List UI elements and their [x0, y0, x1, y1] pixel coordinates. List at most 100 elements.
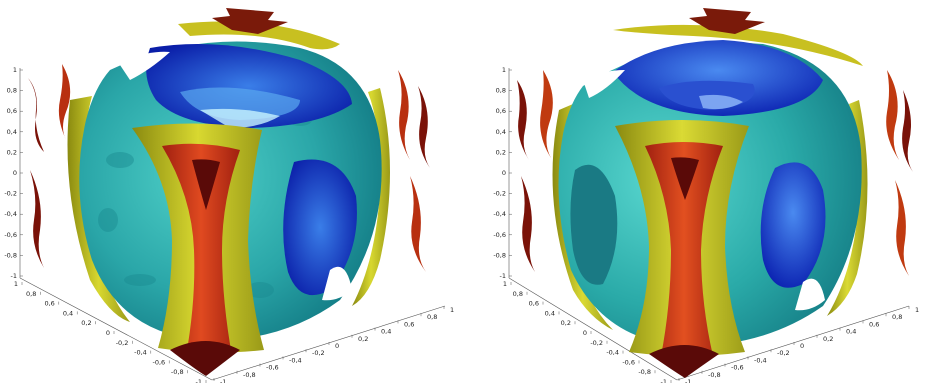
z_ticks-tick-label: -0,2 — [4, 190, 17, 198]
right-x-axis — [508, 277, 678, 381]
left-top-yellow-ring — [178, 21, 340, 50]
y_ticks-tick-label: -0,6 — [266, 364, 279, 372]
z_ticks-tick-label: -0,6 — [4, 231, 17, 239]
left-outer-ribbon-4 — [398, 70, 410, 160]
z_ticks-tick-label: -0,6 — [493, 231, 506, 239]
right-front-dark-notch-bottom — [649, 345, 719, 378]
x_ticks-tick-label: -0,4 — [134, 349, 147, 357]
x_ticks-tick-label: 0,8 — [26, 290, 36, 298]
x_ticks-tick-label: 0,4 — [545, 309, 555, 317]
x_ticks-tick-label: 0 — [583, 329, 587, 337]
x_ticks-tick-label: -0,8 — [171, 368, 184, 376]
left-plot-panel: 1 0,8 0,6 0,4 0,2 0 -0,2 -0,4 -0,6 -0,8 -1 1 0,8 0,6… — [0, 0, 463, 383]
y_ticks-tick-label: -0,2 — [777, 349, 790, 357]
x_ticks-tick-label: -0,2 — [590, 339, 603, 347]
z_ticks-tick-label: 1 — [13, 66, 17, 74]
right-top-red-tab — [689, 8, 765, 34]
y_ticks-tick-label: 0 — [335, 342, 339, 350]
left-outer-ribbon-3 — [30, 170, 44, 268]
x_ticks-tick-label: -1 — [661, 378, 667, 383]
right-outer-ribbon-1 — [517, 80, 529, 160]
left-gap-1 — [118, 51, 170, 80]
left-top-red-tab — [212, 8, 288, 34]
x_ticks-tick-label: -0,2 — [116, 339, 129, 347]
z_ticks-tick-label: 0 — [502, 169, 506, 177]
left-top-glare — [200, 108, 280, 128]
x_ticks-tick-label: 0,6 — [44, 300, 54, 308]
z_ticks-tick-label: 0,6 — [496, 107, 506, 115]
left-yellow-side-2 — [352, 88, 390, 306]
right-outer-ribbon-2 — [540, 70, 553, 158]
y_ticks-tick-label: -0,6 — [731, 364, 744, 372]
left-x-ticks: 1 0,8 0,6 0,4 0,2 0 -0,2 -0,4 -0,6 -0,8 -1 — [14, 280, 207, 383]
z_ticks-tick-label: 1 — [502, 66, 506, 74]
right-outer-ribbon-5 — [902, 90, 913, 172]
left-right-blue-hole — [283, 159, 357, 296]
left-front-dark-notch-bottom — [170, 341, 240, 376]
left-outer-ribbon-2 — [58, 64, 71, 140]
y_ticks-tick-label: -0,8 — [243, 371, 256, 379]
left-front-dark-notch-top — [192, 159, 220, 210]
x_ticks-tick-label: -0,8 — [638, 368, 651, 376]
x_ticks-tick-label: 1 — [14, 280, 18, 288]
y_ticks-tick-label: -1 — [685, 378, 691, 383]
x_ticks-tick-label: 0,4 — [63, 309, 73, 317]
y_ticks-tick-label: 0 — [800, 342, 804, 350]
x_ticks-tick-label: 0,6 — [529, 300, 539, 308]
z_ticks-tick-label: -0,2 — [493, 190, 506, 198]
z_ticks-tick-label: 0 — [13, 169, 17, 177]
right-top-glare — [699, 94, 743, 110]
x_ticks-tick-label: -0,4 — [606, 349, 619, 357]
left-outer-ribbon-1 — [28, 78, 44, 152]
y_ticks-tick-label: 1 — [450, 306, 454, 314]
right-outer-ribbon-6 — [895, 180, 909, 276]
right-top-yellow-ring — [613, 24, 863, 66]
x_ticks-tick-label: 0,2 — [81, 319, 91, 327]
z_ticks-tick-label: 0,4 — [7, 128, 17, 136]
right-x-ticks: 1 0,8 0,6 0,4 0,2 0-0,2-0,4-0,6-0,8 -1 — [503, 280, 672, 383]
y_ticks-tick-label: 0,4 — [846, 328, 856, 336]
y_ticks-tick-label: -1 — [220, 378, 226, 383]
x_ticks-tick-label: 1 — [503, 280, 507, 288]
right-y-axis — [676, 305, 910, 381]
z_ticks-tick-label: 0,8 — [496, 87, 506, 95]
left-y-axis — [211, 305, 446, 381]
right-z-ticks: 1 0,8 0,6 0,4 0,2 0 -0,2 -0,4 -0,6 -0,8 -1 — [493, 66, 512, 280]
left-outer-ribbon-5 — [418, 86, 430, 168]
left-z-ticks: 1 0,8 0,6 0,4 0,2 0 -0,2 -0,4 -0,6 -0,8 -1 — [4, 66, 23, 280]
z_ticks-tick-label: 0,8 — [7, 87, 17, 95]
right-plot-panel: 1 0,8 0,6 0,4 0,2 0 -0,2 -0,4 -0,6 -0,8 -1 1 0,8 0,6… — [463, 0, 927, 383]
right-outer-ribbon-3 — [521, 176, 535, 272]
left-surface-plot: 1 0,8 0,6 0,4 0,2 0 -0,2 -0,4 -0,6 -0,8 -1 1 0,8 0,6… — [4, 8, 454, 383]
y_ticks-tick-label: 0,2 — [823, 335, 833, 343]
right-left-recess — [570, 164, 618, 285]
z_ticks-tick-label: -0,8 — [4, 251, 17, 259]
left-x-axis — [19, 277, 213, 381]
x_ticks-tick-label: -0,6 — [622, 358, 635, 366]
left-front-red-band — [162, 143, 240, 358]
z_ticks-tick-label: -0,4 — [493, 210, 506, 218]
z_ticks-tick-label: -1 — [500, 272, 506, 280]
y_ticks-tick-label: 0,4 — [381, 328, 391, 336]
right-front-dark-notch-top — [671, 157, 699, 200]
z_ticks-tick-label: -0,8 — [493, 251, 506, 259]
x_ticks-tick-label: 0,8 — [513, 290, 523, 298]
y_ticks-tick-label: -0,4 — [754, 356, 767, 364]
right-right-blue-hole — [760, 162, 826, 288]
y_ticks-tick-label: 0,8 — [892, 313, 902, 321]
y_ticks-tick-label: 0,6 — [869, 320, 879, 328]
x_ticks-tick-label: 0,2 — [561, 319, 571, 327]
y_ticks-tick-label: 0,6 — [404, 320, 414, 328]
left-gap-2 — [322, 266, 352, 301]
x_ticks-tick-label: 0 — [106, 329, 110, 337]
right-surface-plot: 10,80,60,40,20-0,2-0,4-0,6-0,8-1 10,80,6… — [493, 8, 919, 383]
z_ticks-tick-label: 0,4 — [496, 128, 506, 136]
y_ticks-tick-label: -0,8 — [708, 371, 721, 379]
right-gap-2 — [795, 278, 825, 311]
left-outer-ribbon-6 — [410, 176, 426, 272]
right-gap-1 — [583, 70, 625, 98]
y_ticks-tick-label: -0,2 — [312, 349, 325, 357]
y_ticks-tick-label: 0,8 — [427, 313, 437, 321]
z_ticks-tick-label: -1 — [11, 272, 17, 280]
y_ticks-tick-label: -0,4 — [289, 356, 302, 364]
